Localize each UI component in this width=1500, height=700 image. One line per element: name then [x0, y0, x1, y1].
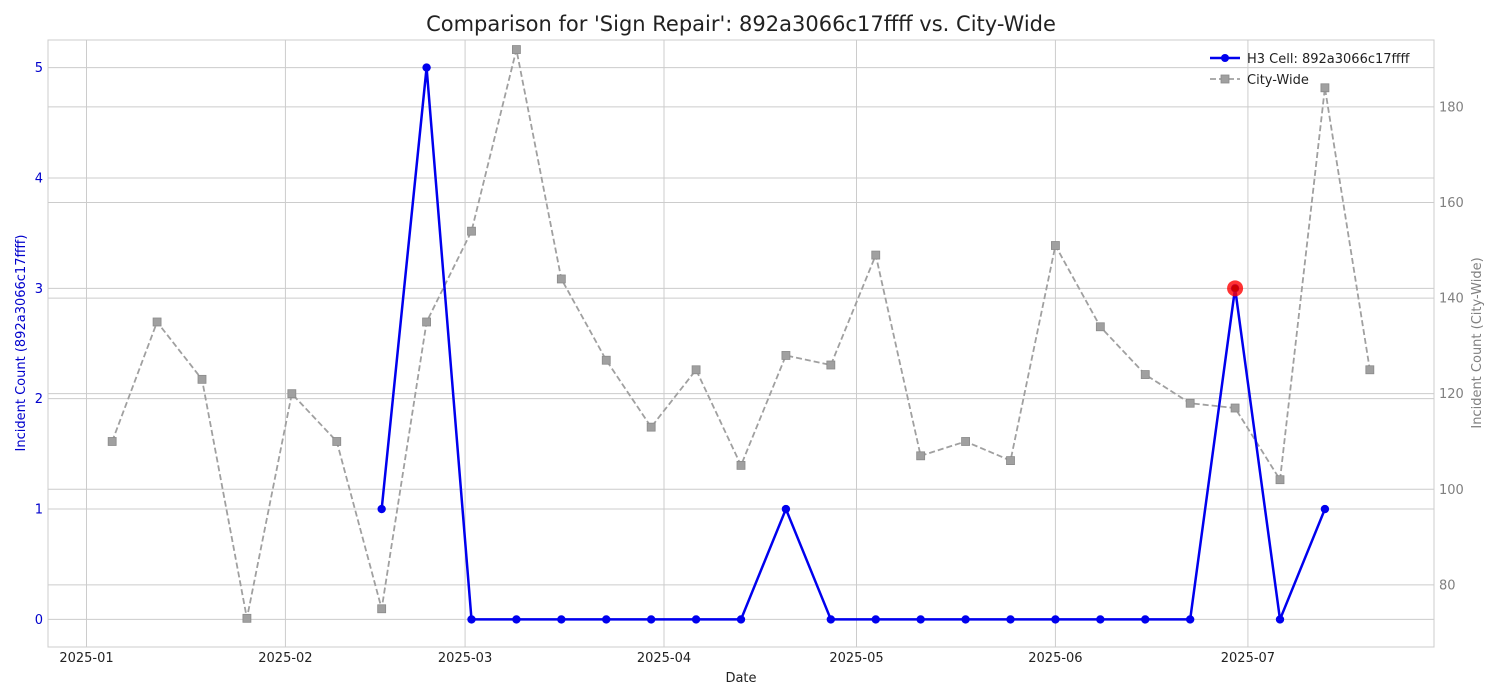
city-wide-point: [422, 317, 431, 327]
h3-cell-line: [380, 66, 1327, 621]
h3-cell-point: [691, 615, 701, 624]
city-wide-line: [111, 49, 1371, 619]
h3-cell-point: [1051, 615, 1060, 624]
city-wide-point: [377, 604, 387, 614]
city-wide-point: [1275, 475, 1285, 485]
city-wide-point: [556, 274, 566, 284]
h3-cell-point: [377, 504, 386, 514]
ticks: 2025-01 2025-02 2025-03 2025-04 2025-05 2025-…: [35, 61, 1464, 666]
highlight-point-core: [1231, 284, 1239, 292]
chart-title: Comparison for 'Sign Repair': 892a3066c1…: [426, 12, 1056, 36]
h3-cell-point: [826, 615, 836, 624]
x-tick-label: 2025-03: [438, 651, 492, 666]
city-wide-point: [1051, 241, 1060, 250]
city-wide-point: [1006, 456, 1015, 465]
y-right-tick-label: 100: [1439, 483, 1464, 498]
y-left-tick-label: 5: [35, 61, 43, 76]
h3-cell-point: [736, 615, 746, 624]
y-left-tick-label: 4: [35, 171, 43, 186]
h3-cell-point: [1320, 504, 1330, 514]
city-wide-point: [512, 45, 521, 54]
city-wide-point: [197, 374, 207, 384]
h3-cell-point: [1275, 615, 1285, 624]
x-tick-label: 2025-06: [1028, 651, 1082, 666]
h3-cell-point: [916, 615, 925, 624]
city-wide-point: [287, 389, 297, 399]
h3-cell-point: [1096, 615, 1105, 624]
city-wide-point: [1230, 403, 1240, 413]
h3-cell-point: [1185, 615, 1195, 624]
y-right-tick-label: 180: [1439, 100, 1464, 115]
h3-cell-point: [1006, 615, 1015, 624]
legend-cell-label: H3 Cell: 892a3066c17ffff: [1247, 52, 1410, 67]
h3-cell-point: [467, 615, 476, 624]
city-wide-point: [826, 360, 836, 370]
city-wide-point: [1140, 370, 1150, 379]
y-left-tick-label: 2: [35, 392, 43, 407]
x-tick-label: 2025-05: [829, 651, 883, 666]
h3-cell-point: [602, 615, 611, 624]
h3-cell-point: [557, 615, 566, 624]
y-right-tick-label: 120: [1439, 387, 1464, 402]
y-axis-right-label: Incident Count (City-Wide): [1470, 257, 1485, 428]
city-wide-point: [601, 355, 611, 365]
x-tick-label: 2025-02: [258, 651, 312, 666]
city-wide-point: [152, 317, 162, 327]
grid: [48, 40, 1434, 647]
city-wide-point: [871, 250, 881, 260]
city-wide-point: [961, 437, 970, 446]
legend-cell-marker: [1221, 54, 1229, 62]
city-wide-point: [916, 451, 926, 461]
series: [107, 45, 1375, 624]
legend-city-marker: [1220, 74, 1230, 84]
y-left-tick-label: 1: [35, 503, 43, 518]
h3-cell-point: [422, 63, 431, 72]
y-right-tick-label: 160: [1439, 196, 1464, 211]
x-tick-label: 2025-07: [1221, 651, 1275, 666]
legend-city-label: City-Wide: [1247, 73, 1309, 88]
legend: H3 Cell: 892a3066c17ffff City-Wide: [1210, 52, 1410, 88]
city-wide-point: [1365, 365, 1375, 375]
y-axis-left-label: Incident Count (892a3066c17ffff): [14, 235, 29, 452]
city-wide-point: [646, 422, 656, 432]
x-axis-label: Date: [725, 671, 756, 686]
y-right-tick-label: 80: [1439, 578, 1456, 593]
city-wide-point: [781, 351, 791, 360]
x-tick-label: 2025-01: [59, 651, 113, 666]
plot-frame: [47, 39, 1435, 648]
h3-cell-point: [961, 615, 970, 624]
h3-cell-point: [781, 504, 791, 514]
city-wide-point: [107, 437, 117, 446]
city-wide-point: [691, 365, 701, 375]
y-left-tick-label: 3: [35, 282, 43, 297]
y-left-tick-label: 0: [35, 613, 43, 628]
city-wide-point: [1185, 398, 1195, 408]
y-right-tick-label: 140: [1439, 292, 1464, 307]
city-wide-point: [736, 460, 746, 470]
city-wide-point: [467, 226, 476, 236]
x-tick-label: 2025-04: [637, 651, 691, 666]
city-wide-point: [242, 613, 252, 623]
h3-cell-point: [1141, 615, 1150, 624]
h3-cell-point: [512, 615, 521, 624]
h3-cell-point: [646, 615, 656, 624]
city-wide-point: [1095, 322, 1105, 332]
city-wide-point: [332, 437, 342, 446]
h3-cell-point: [871, 615, 880, 624]
city-wide-point: [1320, 83, 1330, 93]
